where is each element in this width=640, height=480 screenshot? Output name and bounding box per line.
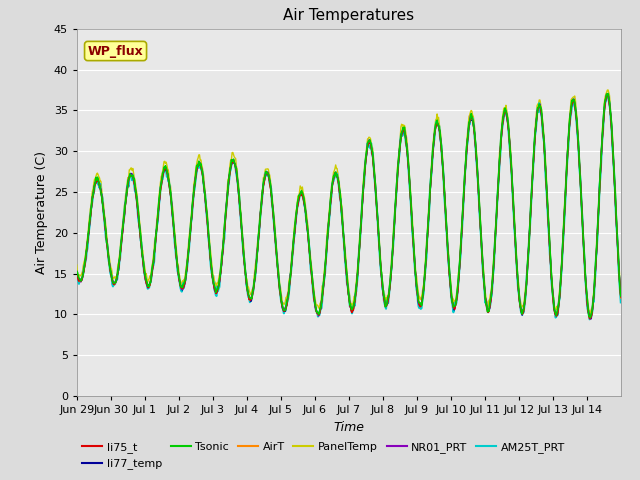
Y-axis label: Air Temperature (C): Air Temperature (C) — [35, 151, 48, 274]
Text: WP_flux: WP_flux — [88, 45, 143, 58]
Legend: li75_t, li77_temp, Tsonic, AirT, PanelTemp, NR01_PRT, AM25T_PRT: li75_t, li77_temp, Tsonic, AirT, PanelTe… — [83, 442, 565, 469]
Title: Air Temperatures: Air Temperatures — [284, 9, 414, 24]
X-axis label: Time: Time — [333, 420, 364, 433]
